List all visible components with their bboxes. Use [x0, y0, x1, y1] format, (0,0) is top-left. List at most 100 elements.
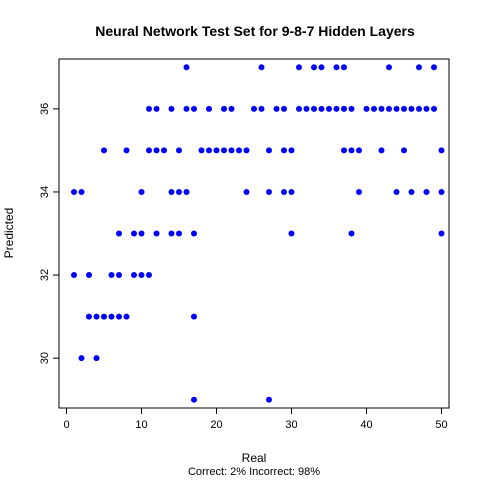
data-point: [146, 147, 152, 154]
data-point: [438, 147, 445, 154]
data-point: [296, 105, 302, 112]
data-point: [221, 105, 227, 112]
data-point: [341, 105, 347, 112]
x-tick-label: 30: [285, 419, 297, 431]
data-point: [281, 105, 287, 112]
data-point: [161, 147, 167, 154]
data-point: [258, 64, 265, 71]
data-point: [266, 147, 272, 154]
data-point: [311, 105, 317, 112]
data-point: [221, 147, 227, 154]
data-point: [153, 105, 160, 112]
data-point: [71, 272, 77, 279]
data-point: [176, 188, 182, 195]
data-point: [131, 272, 137, 279]
data-point: [296, 64, 302, 71]
data-point: [356, 188, 362, 195]
data-point: [228, 147, 235, 154]
data-point: [423, 105, 430, 112]
y-tick-label: 32: [39, 269, 51, 281]
x-tick-label: 0: [63, 419, 69, 431]
data-point: [348, 230, 355, 237]
data-point: [386, 64, 392, 71]
data-point: [191, 105, 197, 112]
data-point: [423, 188, 430, 195]
data-point: [333, 64, 340, 71]
data-point: [348, 147, 355, 154]
data-point: [371, 105, 377, 112]
data-point: [168, 230, 175, 237]
data-point: [78, 188, 85, 195]
data-point: [206, 105, 212, 112]
data-point: [431, 105, 437, 112]
data-point: [258, 105, 265, 112]
data-point: [236, 147, 242, 154]
data-point: [416, 105, 422, 112]
data-point: [378, 105, 385, 112]
data-point: [326, 105, 332, 112]
x-axis-label: Real: [242, 451, 267, 465]
data-point: [243, 147, 250, 154]
data-point: [393, 105, 400, 112]
data-point: [191, 313, 197, 320]
data-point: [86, 272, 92, 279]
data-point: [416, 64, 422, 71]
accuracy-caption: Correct: 2% Incorrect: 98%: [188, 466, 320, 478]
data-point: [318, 105, 325, 112]
data-point: [288, 147, 295, 154]
y-tick-label: 30: [39, 352, 51, 364]
y-axis-label: Predicted: [2, 208, 16, 259]
data-point: [131, 230, 137, 237]
data-point: [273, 105, 280, 112]
data-point: [153, 230, 160, 237]
data-point: [408, 188, 415, 195]
data-point: [101, 147, 107, 154]
data-point: [153, 147, 160, 154]
data-point: [438, 188, 445, 195]
y-tick-label: 36: [39, 103, 51, 115]
data-point: [438, 230, 445, 237]
data-point: [251, 105, 257, 112]
data-point: [356, 147, 362, 154]
data-point: [191, 396, 197, 403]
data-point: [183, 105, 190, 112]
data-point: [146, 105, 152, 112]
data-point: [176, 230, 182, 237]
data-point: [176, 147, 182, 154]
data-point: [86, 313, 92, 320]
data-point: [408, 105, 415, 112]
data-point: [318, 64, 325, 71]
data-point: [101, 313, 107, 320]
x-tick-label: 20: [210, 419, 222, 431]
data-point: [401, 105, 407, 112]
data-point: [146, 272, 152, 279]
chart-title: Neural Network Test Set for 9-8-7 Hidden…: [95, 23, 415, 39]
data-point: [348, 105, 355, 112]
data-point: [378, 147, 385, 154]
data-point: [168, 105, 175, 112]
data-point: [401, 147, 407, 154]
data-point: [138, 188, 145, 195]
data-point: [206, 147, 212, 154]
data-point: [93, 313, 100, 320]
data-point: [168, 188, 175, 195]
data-point: [198, 147, 205, 154]
data-point: [108, 313, 115, 320]
data-point: [341, 147, 347, 154]
x-tick-label: 50: [435, 419, 447, 431]
data-point: [281, 188, 287, 195]
data-point: [303, 105, 310, 112]
data-point: [341, 64, 347, 71]
data-point: [281, 147, 287, 154]
data-point: [333, 105, 340, 112]
data-point: [228, 105, 235, 112]
data-point: [311, 64, 317, 71]
y-axis: 30 32 34 36: [39, 103, 60, 364]
data-point: [116, 272, 122, 279]
data-point: [393, 188, 400, 195]
x-axis: 0 10 20 30 40 50: [63, 407, 448, 431]
y-tick-label: 34: [39, 186, 51, 198]
data-points: [71, 64, 445, 403]
data-point: [183, 188, 190, 195]
